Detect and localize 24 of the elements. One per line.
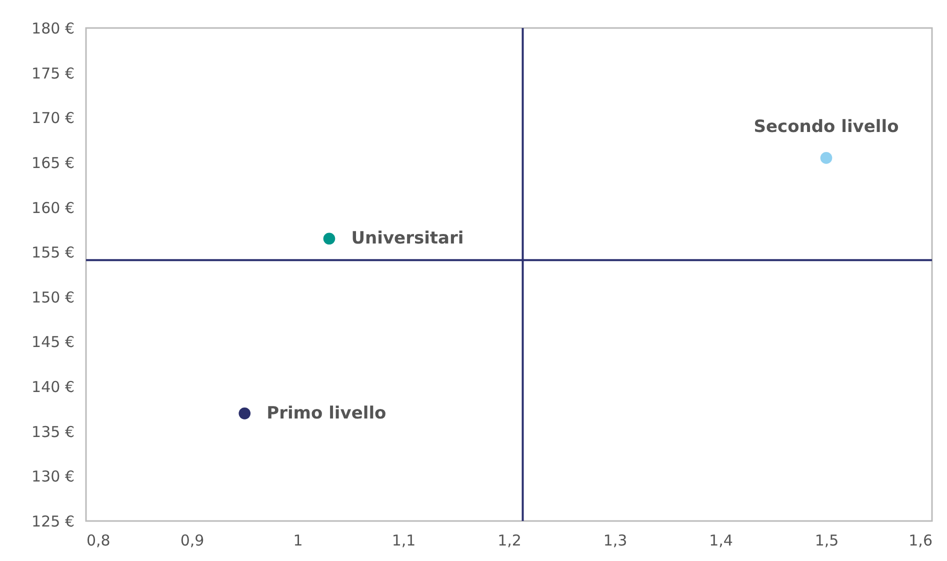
series-label: Universitari bbox=[351, 228, 464, 249]
x-tick-label: 1,3 bbox=[603, 532, 628, 550]
x-tick-label: 1,6 bbox=[908, 532, 932, 550]
y-tick-label: 155 € bbox=[32, 244, 74, 262]
x-tick-label: 1,2 bbox=[498, 532, 522, 550]
y-tick-label: 125 € bbox=[32, 512, 74, 530]
y-tick-label: 180 € bbox=[32, 20, 74, 38]
y-tick-label: 175 € bbox=[32, 64, 74, 82]
y-tick-label: 160 € bbox=[32, 198, 74, 217]
y-tick-label: 170 € bbox=[32, 109, 74, 128]
x-tick-label: 1,5 bbox=[814, 532, 839, 550]
y-tick-label: 165 € bbox=[32, 154, 74, 172]
y-tick-label: 140 € bbox=[32, 378, 74, 396]
y-tick-label: 150 € bbox=[32, 288, 74, 306]
y-tick-label: 145 € bbox=[32, 333, 74, 352]
series-label: Secondo livello bbox=[754, 116, 899, 137]
x-tick-label: 1,4 bbox=[709, 532, 733, 550]
x-tick-label: 0,8 bbox=[86, 532, 110, 550]
x-tick-label: 0,9 bbox=[180, 532, 204, 550]
x-tick-label: 1 bbox=[293, 532, 303, 550]
y-tick-label: 130 € bbox=[32, 468, 74, 486]
x-tick-label: 1,1 bbox=[392, 532, 416, 550]
y-tick-label: 135 € bbox=[32, 422, 74, 441]
series-label: Primo livello bbox=[266, 403, 386, 424]
